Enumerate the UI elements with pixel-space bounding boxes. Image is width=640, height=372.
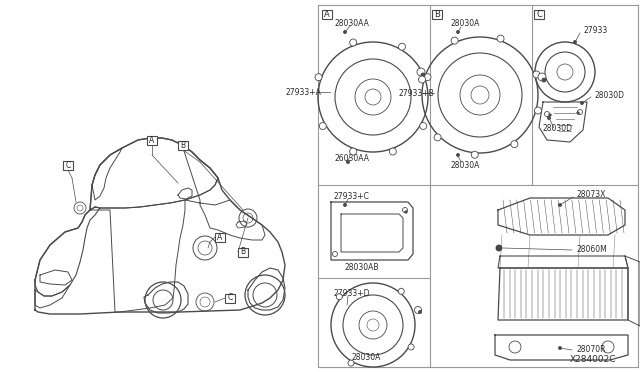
- Text: A: A: [324, 10, 330, 19]
- Text: C: C: [227, 294, 232, 302]
- Bar: [215, 232, 225, 241]
- Bar: [147, 135, 157, 144]
- Circle shape: [559, 203, 561, 206]
- Circle shape: [533, 71, 540, 78]
- Bar: [432, 10, 442, 19]
- Text: 28030A: 28030A: [352, 353, 381, 362]
- Circle shape: [420, 122, 427, 129]
- Text: 28030A: 28030A: [451, 160, 481, 170]
- Text: 28030D: 28030D: [595, 90, 625, 99]
- Text: C: C: [65, 160, 70, 170]
- Text: 28060M: 28060M: [577, 246, 608, 254]
- Circle shape: [417, 68, 425, 76]
- Bar: [63, 160, 73, 170]
- Text: 28030A: 28030A: [451, 19, 481, 28]
- Circle shape: [580, 102, 584, 105]
- Bar: [178, 141, 188, 150]
- Circle shape: [534, 107, 541, 114]
- Circle shape: [419, 76, 426, 83]
- Circle shape: [421, 73, 425, 77]
- Circle shape: [434, 134, 441, 141]
- Text: B: B: [434, 10, 440, 19]
- Circle shape: [344, 203, 346, 206]
- Text: X284002C: X284002C: [570, 356, 616, 365]
- Circle shape: [349, 39, 356, 46]
- Circle shape: [497, 246, 502, 250]
- Circle shape: [319, 122, 326, 129]
- Circle shape: [315, 74, 322, 81]
- Circle shape: [403, 208, 408, 212]
- Circle shape: [548, 114, 551, 116]
- Text: 27933+A: 27933+A: [285, 87, 321, 96]
- Circle shape: [415, 307, 422, 314]
- Text: C: C: [536, 10, 542, 19]
- Circle shape: [497, 35, 504, 42]
- Circle shape: [344, 31, 346, 33]
- Bar: [238, 247, 248, 257]
- Bar: [225, 294, 235, 302]
- Text: 28070R: 28070R: [577, 346, 607, 355]
- Text: 27933+C: 27933+C: [334, 192, 370, 201]
- Circle shape: [346, 160, 349, 164]
- Text: 28030AA: 28030AA: [335, 19, 370, 28]
- Text: A: A: [218, 232, 223, 241]
- Text: B: B: [180, 141, 186, 150]
- Circle shape: [456, 31, 460, 33]
- Bar: [534, 10, 544, 19]
- Circle shape: [542, 78, 546, 82]
- Circle shape: [496, 245, 502, 251]
- Text: 27933: 27933: [584, 26, 608, 35]
- Circle shape: [336, 294, 342, 300]
- Circle shape: [349, 148, 356, 155]
- Circle shape: [547, 116, 550, 119]
- Circle shape: [451, 37, 458, 44]
- Circle shape: [577, 112, 579, 114]
- Circle shape: [404, 211, 407, 213]
- Circle shape: [577, 109, 582, 115]
- Text: B: B: [241, 247, 246, 257]
- Text: 28030AB: 28030AB: [345, 263, 380, 273]
- Circle shape: [456, 154, 460, 157]
- Circle shape: [424, 74, 431, 81]
- Circle shape: [348, 360, 354, 366]
- Circle shape: [511, 141, 518, 148]
- Circle shape: [538, 73, 546, 81]
- Circle shape: [545, 112, 550, 116]
- Circle shape: [408, 344, 414, 350]
- Bar: [322, 10, 332, 19]
- Circle shape: [471, 151, 478, 158]
- Circle shape: [399, 43, 406, 50]
- Text: A: A: [149, 135, 155, 144]
- Circle shape: [389, 148, 396, 155]
- Circle shape: [398, 288, 404, 294]
- Circle shape: [419, 311, 422, 314]
- Text: 28030D: 28030D: [543, 124, 573, 132]
- Text: 27933+B: 27933+B: [398, 89, 434, 97]
- Text: 26030AA: 26030AA: [335, 154, 370, 163]
- Text: 28073X: 28073X: [577, 189, 606, 199]
- Circle shape: [559, 346, 561, 350]
- Text: 27933+D: 27933+D: [334, 289, 371, 298]
- Circle shape: [333, 251, 337, 257]
- Circle shape: [573, 41, 577, 44]
